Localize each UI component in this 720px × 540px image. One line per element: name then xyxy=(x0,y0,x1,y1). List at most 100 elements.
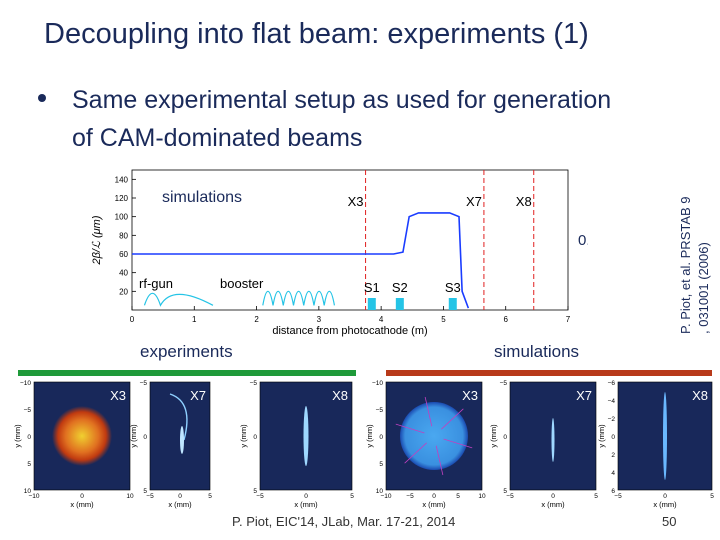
panel-x-tick-label: 0 xyxy=(432,493,436,500)
panel-x-tick-label: 5 xyxy=(350,493,354,500)
panel-y-tick-label: −10 xyxy=(20,380,31,387)
panel-x-tick-label: 0 xyxy=(80,493,84,500)
screen-label: S3 xyxy=(445,280,461,295)
panel-y-tick-label: −5 xyxy=(140,380,148,387)
panel-y-tick-label: 0 xyxy=(611,434,615,441)
simulations-group-bar xyxy=(386,370,712,376)
beam-image-panel: X7−505−5 0 5x (mm)y (mm) xyxy=(129,380,212,509)
panel-y-tick-label: 5 xyxy=(27,461,31,468)
beamlet-line xyxy=(424,396,433,427)
beam-spot xyxy=(551,418,555,462)
panel-x-tick-label: 5 xyxy=(456,493,460,500)
panel-y-tick-label: 0 xyxy=(27,434,31,441)
screen-label: S1 xyxy=(364,280,380,295)
panel-y-tick-label: 5 xyxy=(379,461,383,468)
x-tick-label: 3 xyxy=(317,315,322,324)
panel-y-axis-label: y (mm) xyxy=(489,424,498,448)
panel-y-tick-label: 0 xyxy=(253,434,257,441)
rf-gun-shape xyxy=(143,292,214,307)
panel-y-tick-label: 6 xyxy=(611,488,615,495)
experiments-group-bar xyxy=(18,370,356,376)
panel-x-tick-label: 0 xyxy=(304,493,308,500)
panel-station-label: X7 xyxy=(190,388,206,403)
beamlet-line xyxy=(395,423,425,434)
beam-streak xyxy=(169,393,188,441)
panel-y-tick-label: −5 xyxy=(376,407,384,414)
panel-x-tick-label: 5 xyxy=(594,493,598,500)
panel-y-axis-label: y (mm) xyxy=(129,424,138,448)
y-tick-label: 140 xyxy=(115,175,129,184)
simulations-label: simulations xyxy=(494,342,580,361)
screen-marker xyxy=(395,298,404,310)
panel-x-tick-label: 0 xyxy=(178,493,182,500)
panel-x-tick-label: −5 xyxy=(506,493,514,500)
panel-y-axis-label: y (mm) xyxy=(13,424,22,448)
panel-y-tick-label: −2 xyxy=(608,416,616,423)
panel-x-tick-label: 5 xyxy=(208,493,212,500)
panel-x-tick-label: 10 xyxy=(478,493,486,500)
y-tick-label: 120 xyxy=(115,194,129,203)
footer-text: P. Piot, EIC'14, JLab, Mar. 17-21, 2014 xyxy=(232,514,456,529)
panel-y-tick-label: −5 xyxy=(250,380,258,387)
plot-frame xyxy=(131,169,569,311)
panel-x-tick-label: −5 xyxy=(256,493,264,500)
beam-image-panel: X8−505−5 0 5x (mm)y (mm) xyxy=(239,380,354,509)
x-tick-label: 7 xyxy=(566,315,571,324)
page-title: Decoupling into flat beam: experiments (… xyxy=(44,18,589,50)
panel-x-axis-label: x (mm) xyxy=(541,500,565,509)
panel-y-tick-label: −6 xyxy=(608,380,616,387)
simulations-annotation: simulations xyxy=(162,189,242,206)
x-axis-label: distance from photocathode (m) xyxy=(272,325,427,337)
panel-y-axis-label: y (mm) xyxy=(239,424,248,448)
y-tick-label: 80 xyxy=(119,231,128,240)
bullet-text-line-2: of CAM-dominated beams xyxy=(72,124,363,152)
reference-citation: P. Piot, et al. PRSTAB 9 , 031001 (2006) xyxy=(678,196,711,334)
panel-y-axis-label: y (mm) xyxy=(365,424,374,448)
panel-x-tick-label: 10 xyxy=(126,493,134,500)
panel-y-tick-label: 0 xyxy=(503,434,507,441)
panel-y-tick-label: 2 xyxy=(611,452,615,459)
y-tick-label: 20 xyxy=(119,287,128,296)
panel-y-tick-label: 10 xyxy=(376,488,384,495)
y-tick-label: 60 xyxy=(119,250,128,259)
simulation-curve xyxy=(132,212,470,309)
beamlet-line xyxy=(404,442,427,464)
x-tick-label: 1 xyxy=(192,315,197,324)
panel-y-tick-label: 5 xyxy=(503,488,507,495)
panel-x-axis-label: x (mm) xyxy=(168,500,192,509)
x-tick-label: 2 xyxy=(254,315,259,324)
panel-y-tick-label: 0 xyxy=(143,434,147,441)
panel-x-tick-label: 0 xyxy=(551,493,555,500)
beam-spot xyxy=(52,406,112,466)
panel-y-tick-label: −5 xyxy=(24,407,32,414)
panel-station-label: X3 xyxy=(110,388,126,403)
beamlet-line xyxy=(435,445,444,476)
rf-gun-annotation: rf-gun xyxy=(139,276,173,291)
x-tick-label: 6 xyxy=(503,315,508,324)
x-tick-label: 0 xyxy=(130,315,135,324)
panel-x-axis-label: x (mm) xyxy=(653,500,677,509)
station-marker-label: X7 xyxy=(466,194,482,209)
beamlet-line xyxy=(443,438,473,449)
station-marker-label: X8 xyxy=(516,194,532,209)
panel-station-label: X3 xyxy=(462,388,478,403)
panel-y-tick-label: 4 xyxy=(611,470,615,477)
panel-y-tick-label: 5 xyxy=(253,488,257,495)
panel-station-label: X8 xyxy=(692,388,708,403)
beam-size-chart: 0 1 2 3 4 5 6 7 20 40 60 80 100 120 140 distance from p… xyxy=(91,169,588,337)
panel-x-tick-label: −5 xyxy=(146,493,154,500)
booster-annotation: booster xyxy=(220,276,264,291)
station-marker-label: X3 xyxy=(348,194,364,209)
reference-line-2: , 031001 (2006) xyxy=(696,242,711,334)
panel-station-label: X8 xyxy=(332,388,348,403)
panel-x-tick-label: 5 xyxy=(710,493,714,500)
y-tick-label: 40 xyxy=(119,269,128,278)
beam-spot xyxy=(303,406,309,466)
charge-annotation: 0.5 nC xyxy=(578,232,588,249)
screen-label: S2 xyxy=(392,280,408,295)
panel-y-axis-label: y (mm) xyxy=(597,424,606,448)
booster-cavity-shape xyxy=(262,290,336,306)
